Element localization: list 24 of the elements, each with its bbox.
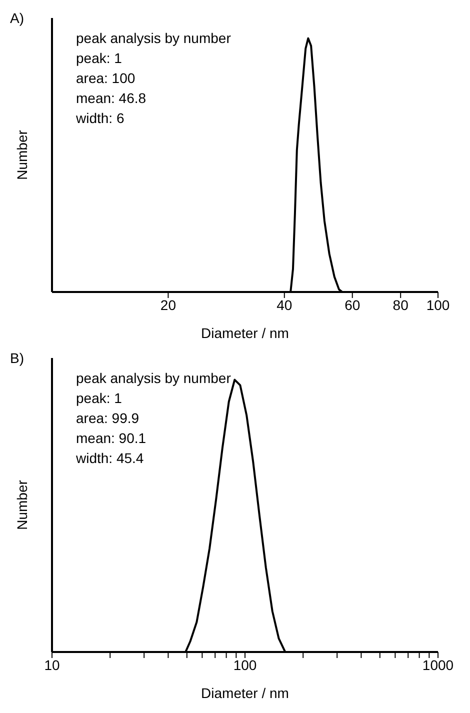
x-tick-label: 10 (44, 656, 60, 673)
x-tick-label: 80 (392, 296, 409, 313)
annotation: peak analysis by number (76, 369, 231, 388)
annotation: peak analysis by number (76, 29, 231, 48)
annotation: width: 45.4 (76, 449, 145, 468)
x-axis-title: Diameter / nm (201, 325, 289, 341)
x-tick-label: 60 (344, 296, 360, 313)
x-tick-label: 20 (160, 296, 176, 313)
annotation: mean: 46.8 (76, 89, 148, 108)
annotation: peak: 1 (76, 49, 123, 68)
y-axis-title: Number (14, 130, 30, 180)
annotation: area: 99.9 (76, 409, 140, 428)
annotation: peak: 1 (76, 389, 123, 408)
annotation: mean: 90.1 (76, 429, 148, 448)
x-tick-label: 100 (426, 296, 450, 313)
chart-title: B) (10, 350, 24, 366)
x-tick-label: 1000 (422, 656, 454, 673)
x-tick-label: 100 (233, 656, 257, 673)
x-axis-title: Diameter / nm (201, 685, 289, 701)
annotation: width: 6 (76, 109, 126, 128)
y-axis-title: Number (14, 480, 30, 530)
annotation: area: 100 (76, 69, 136, 88)
chart-title: A) (10, 10, 24, 26)
x-tick-label: 40 (276, 296, 292, 313)
